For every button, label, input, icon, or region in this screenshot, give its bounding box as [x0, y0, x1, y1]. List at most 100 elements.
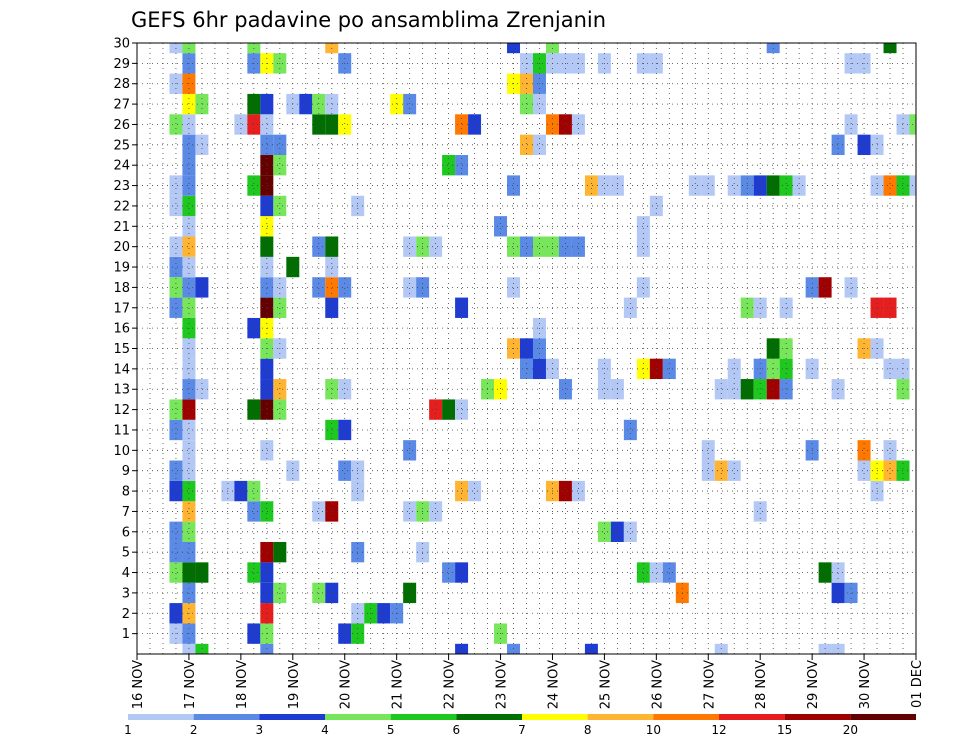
- y-tick-label: 29: [113, 57, 130, 72]
- colorbar-tick-label: 3: [256, 723, 264, 737]
- heatmap-cell: [182, 175, 196, 196]
- heatmap-cell: [273, 582, 287, 604]
- heatmap-cell: [714, 379, 728, 400]
- x-tick-label: 29 NOV: [806, 660, 821, 709]
- colorbar-swatch: [719, 714, 785, 720]
- heatmap-cell: [532, 93, 546, 115]
- heatmap-cell: [766, 379, 780, 400]
- heatmap-cell: [636, 277, 650, 298]
- x-tick-label: 18 NOV: [235, 660, 250, 709]
- y-tick-label: 3: [122, 586, 130, 601]
- heatmap-cell: [753, 175, 767, 196]
- heatmap-cell: [260, 399, 274, 420]
- heatmap-cell: [831, 582, 845, 604]
- heatmap-cell: [312, 501, 326, 522]
- heatmap-cell: [727, 175, 741, 196]
- heatmap-cell: [260, 297, 274, 318]
- x-tick-label: 01 DEC: [910, 660, 925, 708]
- heatmap-cell: [195, 134, 209, 156]
- heatmap-cell: [260, 134, 274, 156]
- heatmap-cell: [766, 175, 780, 196]
- heatmap-cell: [857, 460, 871, 481]
- heatmap-cell: [623, 521, 637, 542]
- heatmap-cell: [169, 399, 183, 420]
- heatmap-cell: [169, 256, 183, 278]
- heatmap-cell: [182, 501, 196, 522]
- heatmap-cell: [597, 379, 611, 400]
- heatmap-cell: [195, 379, 209, 400]
- colorbar-swatch: [259, 714, 325, 720]
- heatmap-cell: [883, 440, 897, 461]
- heatmap-cell: [234, 114, 248, 135]
- colorbar: 1 2 3 4 5 6 7 8 10 12 15 20: [124, 714, 916, 737]
- heatmap-cell: [844, 277, 858, 298]
- heatmap-cell: [273, 297, 287, 318]
- y-tick-label: 19: [113, 261, 130, 276]
- y-tick-label: 7: [122, 505, 130, 520]
- heatmap-cell: [753, 501, 767, 522]
- heatmap-cell: [325, 93, 339, 115]
- heatmap-cell: [623, 297, 637, 318]
- heatmap-cell: [520, 93, 533, 115]
- heatmap-cell: [883, 460, 897, 481]
- y-tick-label: 16: [113, 322, 130, 337]
- heatmap-cell: [299, 93, 313, 115]
- y-tick-label: 15: [113, 342, 130, 357]
- y-tick-label: 20: [113, 240, 130, 255]
- heatmap-cell: [169, 419, 183, 441]
- heatmap-cell: [520, 236, 533, 257]
- x-tick-label: 25 NOV: [598, 660, 613, 709]
- heatmap-cell: [325, 297, 339, 318]
- colorbar-swatch: [784, 714, 851, 720]
- heatmap-cell: [182, 582, 196, 604]
- heatmap-cell: [597, 521, 611, 542]
- y-tick-label: 22: [113, 199, 130, 214]
- heatmap-cell: [831, 562, 845, 583]
- colorbar-tick-label: 10: [646, 723, 661, 737]
- heatmap-cell: [260, 216, 274, 237]
- heatmap-cell: [260, 562, 274, 583]
- y-tick-label: 6: [122, 525, 130, 540]
- heatmap-cell: [234, 480, 248, 502]
- heatmap-cell: [247, 93, 261, 115]
- heatmap-cell: [779, 379, 793, 400]
- heatmap-cell: [779, 175, 793, 196]
- y-tick-label: 10: [113, 444, 130, 459]
- heatmap-cell: [597, 175, 611, 196]
- heatmap-cell: [247, 114, 261, 135]
- heatmap-cell: [247, 175, 261, 196]
- heatmap-cell: [182, 256, 196, 278]
- heatmap-cell: [844, 582, 858, 604]
- colorbar-swatch: [850, 714, 916, 720]
- x-tick-label: 26 NOV: [650, 660, 665, 709]
- heatmap-cell: [338, 460, 352, 481]
- heatmap-cell: [429, 236, 443, 257]
- x-axis-ticks: 16 NOV 17 NOV 18 NOV 19 NOV 20 NOV 21 NOV 22 N…: [131, 654, 925, 709]
- heatmap-cell: [442, 562, 456, 583]
- colorbar-tick-label: 4: [321, 723, 329, 737]
- heatmap-cell: [403, 93, 417, 115]
- y-tick-label: 28: [113, 77, 130, 92]
- heatmap-cell: [403, 582, 417, 604]
- colorbar-tick-label: 7: [518, 723, 526, 737]
- colorbar-swatch: [653, 714, 719, 720]
- colorbar-tick-label: 15: [777, 723, 792, 737]
- heatmap-cell: [169, 236, 183, 257]
- x-tick-label: 20 NOV: [339, 660, 354, 709]
- heatmap-cell: [325, 256, 339, 278]
- colorbar-tick-label: 12: [711, 723, 726, 737]
- heatmap-cell: [558, 379, 572, 400]
- colorbar-tick-label: 1: [124, 723, 132, 737]
- heatmap-cell: [571, 114, 585, 135]
- heatmap-cell: [507, 277, 521, 298]
- heatmap-cell: [325, 114, 339, 135]
- heatmap-cell: [273, 541, 287, 563]
- colorbar-swatch: [390, 714, 457, 720]
- heatmap-cell: [312, 582, 326, 604]
- x-tick-label: 28 NOV: [754, 660, 769, 709]
- heatmap-cell: [273, 399, 287, 420]
- heatmap-cell: [169, 562, 183, 583]
- heatmap-cell: [429, 399, 443, 420]
- heatmap-cell: [468, 114, 482, 135]
- heatmap-cell: [494, 216, 508, 237]
